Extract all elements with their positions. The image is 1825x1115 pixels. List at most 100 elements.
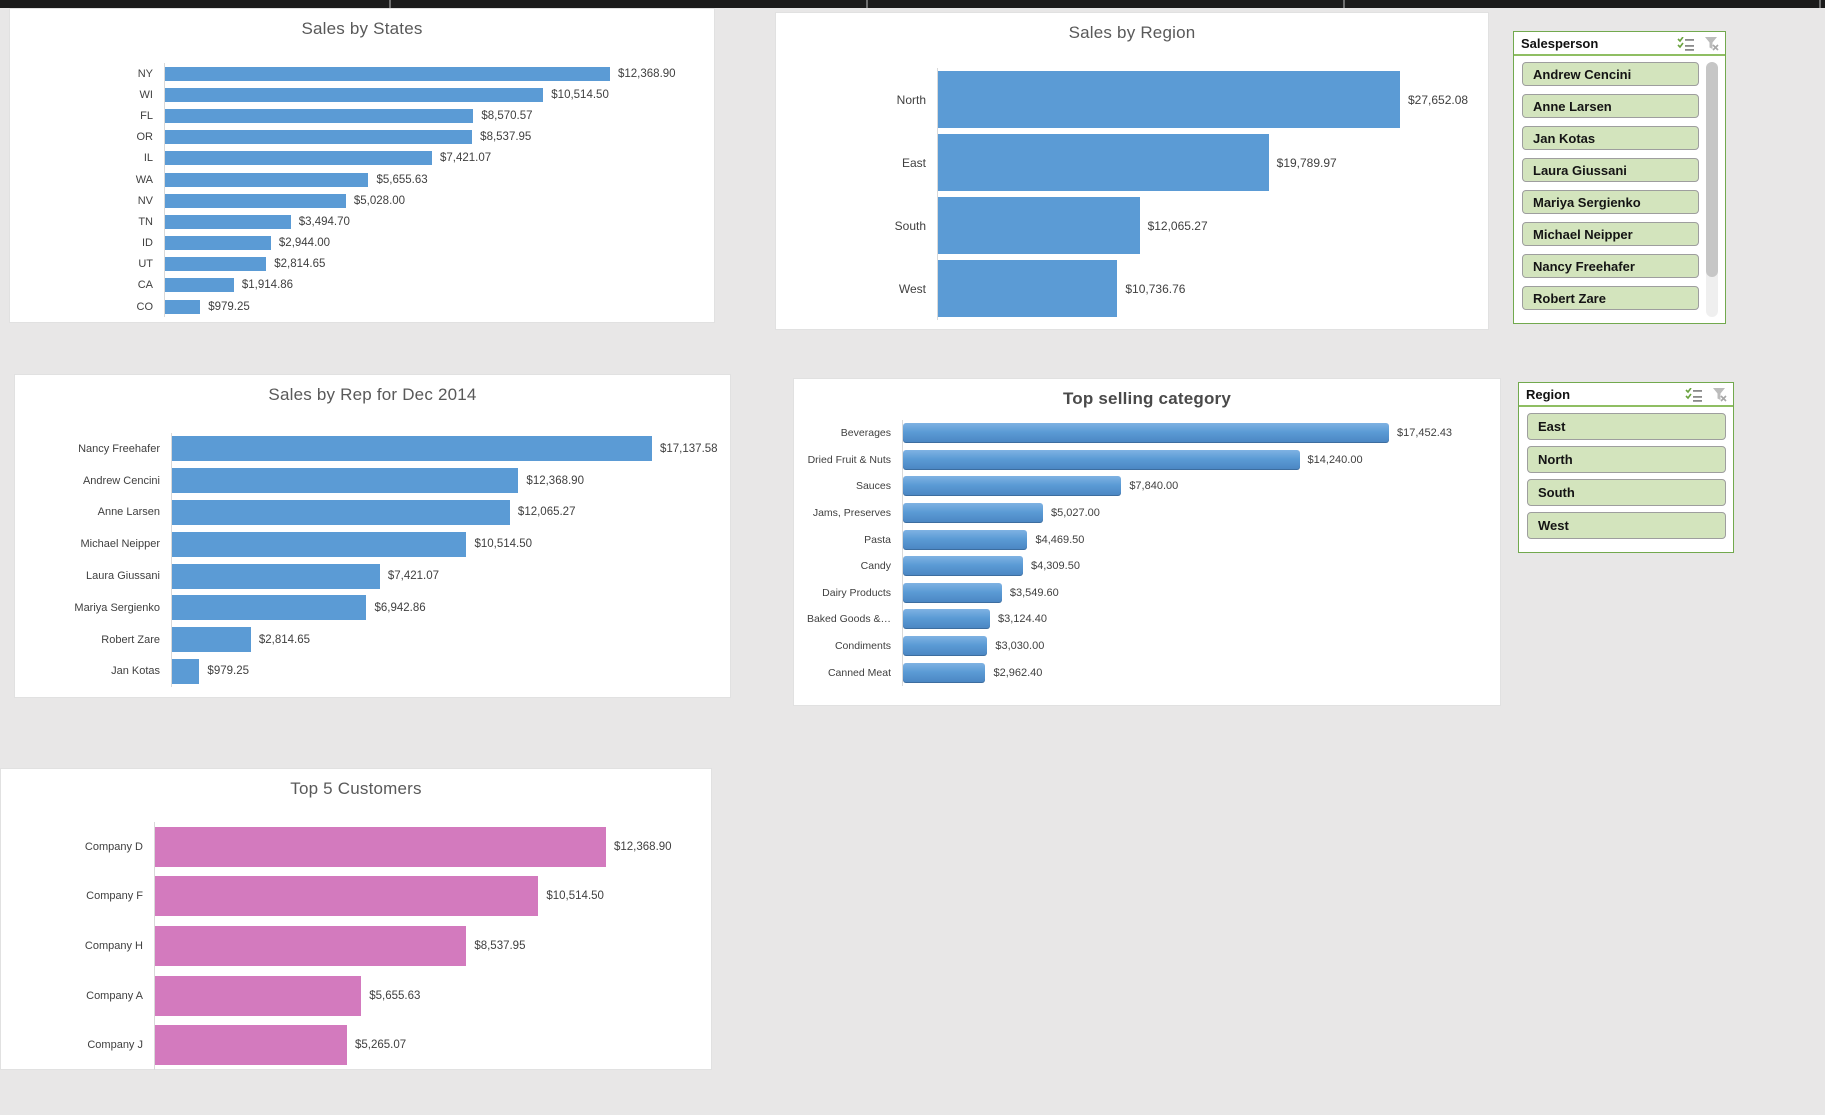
bar[interactable] — [165, 193, 346, 208]
bar[interactable] — [155, 876, 539, 917]
bar[interactable] — [165, 278, 234, 293]
slicer-item[interactable]: Nancy Freehafer — [1522, 254, 1699, 278]
slicer-header: Region — [1519, 383, 1733, 407]
multi-select-icon[interactable] — [1677, 36, 1694, 51]
clear-filter-icon[interactable] — [1704, 36, 1719, 51]
bar[interactable] — [938, 134, 1269, 191]
bar[interactable] — [165, 214, 291, 229]
category-label: FL — [140, 109, 153, 122]
slicer-region: Region East North South West — [1518, 382, 1734, 553]
bar[interactable] — [938, 71, 1400, 128]
bar[interactable] — [903, 449, 1300, 470]
slicer-item[interactable]: East — [1527, 413, 1726, 440]
chart-top-selling-category: Top selling category Beverages $17,452.43… — [793, 378, 1501, 706]
column-divider — [389, 0, 391, 8]
bar-row: Company F $10,514.50 — [1, 871, 705, 922]
bar-plot: Nancy Freehafer $17,137.58 Andrew Cencini $… — [15, 433, 724, 688]
bar[interactable] — [172, 531, 467, 557]
multi-select-icon[interactable] — [1685, 387, 1702, 402]
bar-track: $12,368.90 — [164, 63, 708, 85]
slicer-item[interactable]: Jan Kotas — [1522, 126, 1699, 150]
bar[interactable] — [155, 1025, 347, 1066]
bar[interactable] — [155, 826, 606, 867]
bar[interactable] — [172, 468, 519, 494]
bar[interactable] — [172, 436, 652, 462]
bar[interactable] — [903, 662, 986, 683]
bar[interactable] — [172, 499, 510, 525]
bar-track: $4,309.50 — [902, 552, 1494, 580]
bar[interactable] — [938, 260, 1118, 317]
bar-row: CO $979.25 — [10, 296, 708, 318]
bar[interactable] — [172, 563, 380, 589]
scrollbar-track[interactable] — [1706, 62, 1718, 317]
bar[interactable] — [938, 197, 1140, 254]
slicer-item[interactable]: North — [1527, 446, 1726, 473]
bar-row: North $27,652.08 — [776, 68, 1482, 131]
value-label: $10,514.50 — [474, 538, 533, 551]
bar[interactable] — [155, 975, 362, 1016]
bar-track: $1,914.86 — [164, 274, 708, 297]
slicer-item[interactable]: Anne Larsen — [1522, 94, 1699, 118]
slicer-item[interactable]: Michael Neipper — [1522, 222, 1699, 246]
bar[interactable] — [903, 609, 990, 630]
category-label: North — [896, 92, 926, 107]
bar[interactable] — [903, 503, 1043, 524]
slicer-item[interactable]: Andrew Cencini — [1522, 62, 1699, 86]
bar[interactable] — [903, 636, 988, 657]
bar[interactable] — [903, 529, 1028, 550]
slicer-item[interactable]: South — [1527, 479, 1726, 506]
bar-row: Jan Kotas $979.25 — [15, 655, 724, 688]
bar-row: South $12,065.27 — [776, 194, 1482, 257]
category-label: IL — [143, 152, 153, 165]
bar-row: West $10,736.76 — [776, 257, 1482, 320]
value-label: $3,030.00 — [995, 640, 1045, 653]
category-label: Dried Fruit & Nuts — [807, 453, 891, 466]
bar[interactable] — [903, 423, 1389, 444]
bar-row: NY $12,368.90 — [10, 63, 708, 85]
slicer-item[interactable]: Robert Zare — [1522, 286, 1699, 310]
bar-row: Company J $5,265.07 — [1, 1020, 705, 1070]
bar[interactable] — [165, 87, 544, 102]
value-label: $14,240.00 — [1307, 453, 1363, 466]
bar[interactable] — [903, 582, 1002, 603]
bar[interactable] — [903, 556, 1023, 577]
bar-track: $3,030.00 — [902, 632, 1494, 660]
bar-track: $6,942.86 — [171, 591, 724, 624]
bar-track: $14,240.00 — [902, 446, 1494, 474]
bar-track: $5,265.07 — [154, 1020, 705, 1070]
bar[interactable] — [165, 66, 610, 81]
slicer-item[interactable]: West — [1527, 512, 1726, 539]
bar[interactable] — [165, 236, 271, 251]
value-label: $979.25 — [208, 300, 250, 313]
bar[interactable] — [903, 476, 1122, 497]
scrollbar-thumb[interactable] — [1706, 62, 1718, 277]
category-label: East — [901, 155, 926, 170]
value-label: $2,814.65 — [274, 258, 326, 271]
bar[interactable] — [172, 627, 251, 653]
bar[interactable] — [165, 299, 201, 314]
category-label: Company A — [86, 989, 143, 1002]
column-divider — [1343, 0, 1345, 8]
bar-row: Company H $8,537.95 — [1, 921, 705, 971]
category-label: Company D — [84, 840, 143, 853]
bar[interactable] — [165, 130, 473, 145]
bar[interactable] — [165, 257, 267, 272]
bar[interactable] — [172, 595, 367, 621]
bar-track: $8,537.95 — [154, 921, 705, 971]
clear-filter-icon[interactable] — [1712, 387, 1727, 402]
bar[interactable] — [172, 658, 200, 684]
category-label: Company J — [87, 1039, 143, 1052]
bar[interactable] — [165, 151, 432, 166]
bar-row: Baked Goods &… $3,124.40 — [794, 606, 1494, 633]
value-label: $19,789.97 — [1276, 155, 1337, 170]
category-label: NY — [137, 67, 153, 80]
slicer-item[interactable]: Mariya Sergienko — [1522, 190, 1699, 214]
category-label: Andrew Cencini — [82, 474, 160, 487]
category-label: Michael Neipper — [80, 538, 160, 551]
bar[interactable] — [165, 108, 474, 123]
slicer-item[interactable]: Laura Giussani — [1522, 158, 1699, 182]
bar[interactable] — [155, 925, 467, 966]
top-dark-bar — [0, 0, 1825, 8]
bar[interactable] — [165, 172, 369, 187]
value-label: $979.25 — [207, 665, 249, 678]
